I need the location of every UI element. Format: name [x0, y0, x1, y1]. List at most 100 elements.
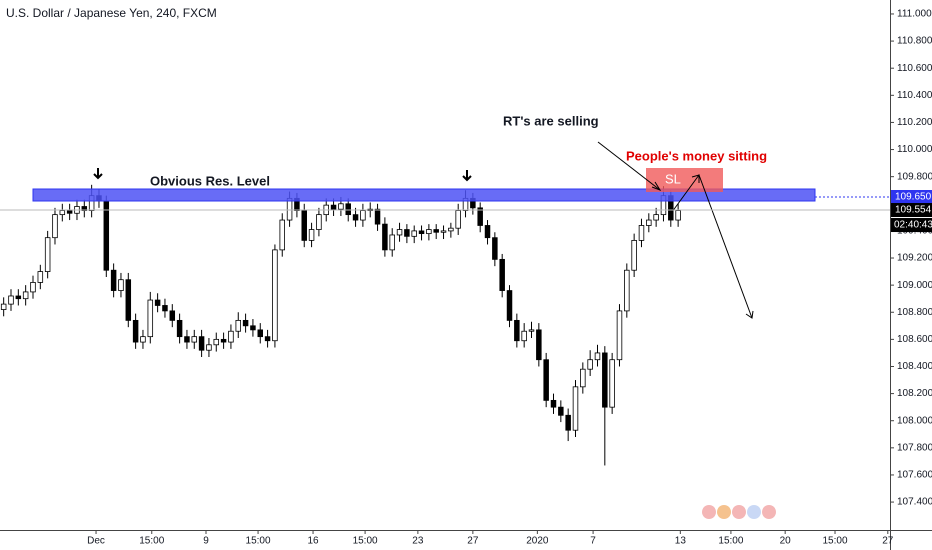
resistance-price-box — [891, 190, 932, 205]
stop-loss-label: SL — [665, 171, 681, 186]
candle-body — [360, 210, 366, 221]
y-tick-label: 107.800 — [897, 442, 932, 453]
y-tick-label: 110.400 — [897, 90, 932, 101]
y-tick-label: 110.200 — [897, 117, 932, 128]
logo-dot — [702, 505, 716, 519]
candle-body — [565, 414, 571, 431]
last-price-box — [891, 203, 932, 218]
resistance-zone — [32, 188, 816, 202]
arrow-head — [651, 181, 662, 191]
candle-body — [154, 299, 161, 306]
y-tick-label: 111.000 — [897, 9, 932, 20]
candle-body — [418, 230, 425, 235]
candle-body — [59, 210, 66, 216]
x-tick-label: 20 — [780, 536, 792, 547]
candle-body — [455, 210, 461, 229]
y-tick-label: 109.200 — [897, 253, 932, 264]
candle-body — [426, 229, 432, 235]
candle-body — [448, 227, 454, 232]
candle-body — [638, 225, 645, 241]
candle-body — [316, 214, 322, 230]
x-tick-label: 15:00 — [246, 536, 271, 547]
candle-body — [184, 336, 190, 343]
x-tick-label: 15:00 — [823, 536, 848, 547]
annotation-sellers: RT's are selling — [503, 113, 599, 128]
candle-body — [404, 229, 410, 237]
x-tick-label: 13 — [675, 536, 687, 547]
candle-body — [15, 295, 22, 300]
candle-body — [250, 325, 256, 331]
candle-body — [213, 338, 220, 346]
candle-body — [440, 230, 447, 233]
x-tick-label: 15:00 — [353, 536, 378, 547]
candle-body — [169, 310, 176, 321]
candle-body — [514, 319, 520, 342]
candle-body — [484, 225, 491, 239]
candle-body — [624, 269, 630, 312]
candle-body — [382, 223, 388, 251]
candle-body — [499, 258, 505, 291]
candle-body — [257, 329, 264, 338]
x-tick-label: 27 — [467, 536, 479, 547]
candle-body — [609, 359, 615, 408]
candle-body — [110, 269, 117, 291]
candle-body — [220, 338, 227, 343]
candle-body — [44, 237, 51, 272]
candle-body — [30, 282, 36, 293]
x-tick-label: 2020 — [526, 536, 549, 547]
arrow-head — [691, 174, 700, 183]
candle-body — [0, 303, 7, 310]
candle-body — [558, 406, 564, 416]
candle-body — [345, 203, 351, 216]
candle-body — [580, 368, 586, 388]
candle-body — [162, 305, 168, 312]
candle-body — [631, 239, 637, 271]
candle-body — [374, 208, 381, 225]
candle-body — [616, 310, 623, 361]
logo — [702, 505, 776, 519]
x-tick-label: 9 — [203, 536, 209, 547]
candle-body — [125, 279, 132, 321]
candle-body — [528, 329, 535, 332]
countdown-box — [891, 218, 932, 233]
candle-body — [646, 219, 652, 226]
down-arrow — [93, 168, 103, 180]
y-tick-label: 107.600 — [897, 470, 932, 481]
candle-body — [272, 249, 278, 342]
candle-body — [602, 352, 608, 408]
candle-body — [235, 319, 242, 332]
candle-body — [52, 214, 58, 239]
x-tick-label: 15:00 — [718, 536, 743, 547]
annotation-money: People's money sitting — [626, 148, 767, 163]
candle-body — [264, 336, 271, 342]
y-tick-label: 108.200 — [897, 388, 932, 399]
y-tick-label: 107.400 — [897, 497, 932, 508]
candle-body — [536, 329, 542, 361]
resistance-label: Obvious Res. Level — [150, 173, 270, 188]
logo-dot — [747, 505, 761, 519]
candle-body — [206, 344, 212, 351]
candle-body — [352, 214, 359, 221]
y-tick-label: 108.600 — [897, 334, 932, 345]
candle-body — [330, 204, 337, 210]
chart-title: U.S. Dollar / Japanese Yen, 240, FXCM — [6, 6, 217, 20]
resistance-price-label: 109.650 — [895, 192, 932, 203]
candle-body — [198, 336, 205, 351]
y-tick-label: 110.000 — [897, 144, 932, 155]
candle-body — [279, 219, 285, 251]
candle-body — [301, 210, 307, 241]
candle-body — [492, 237, 498, 260]
down-arrow — [462, 170, 472, 182]
candle-body — [543, 359, 549, 401]
y-tick-label: 110.600 — [897, 63, 932, 74]
logo-dot — [732, 505, 746, 519]
candle-body — [132, 319, 139, 343]
y-tick-label: 109.800 — [897, 171, 932, 182]
candle-body — [550, 399, 557, 408]
candle-body — [118, 279, 124, 291]
candle-body — [572, 386, 579, 431]
candle-body — [521, 330, 527, 342]
candle-body — [477, 207, 483, 226]
